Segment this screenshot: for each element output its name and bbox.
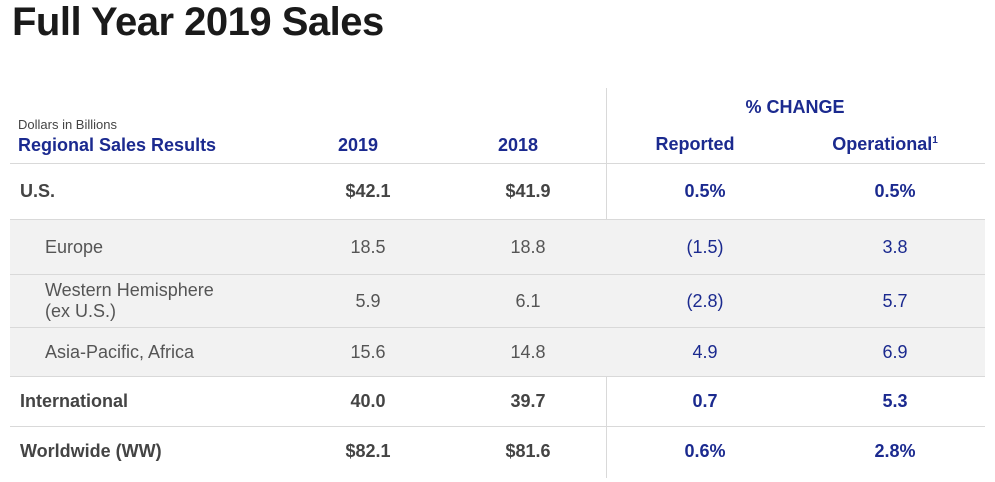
header-operational: Operational1: [832, 134, 938, 154]
table-row: Worldwide (WW) $82.1 $81.6 0.6% 2.8%: [10, 427, 985, 476]
row-divider: [10, 219, 985, 220]
cell-2019: $82.1: [345, 441, 391, 461]
cell-2019: 15.6: [350, 341, 386, 362]
row-label: Asia-Pacific, Africa: [45, 341, 195, 362]
table-row: Western Hemisphere (ex U.S.) 5.9 6.1 (2.…: [10, 275, 985, 327]
pct-change-header: % CHANGE: [745, 97, 845, 117]
row-divider: [10, 426, 985, 427]
row-divider: [10, 327, 985, 328]
cell-operational: 3.8: [882, 236, 908, 257]
footnote-marker: 1: [932, 135, 938, 146]
cell-reported: 0.6%: [684, 441, 726, 461]
header-reported: Reported: [655, 134, 735, 154]
table-row: U.S. $42.1 $41.9 0.5% 0.5%: [10, 164, 985, 219]
page-title: Full Year 2019 Sales: [12, 0, 384, 44]
row-label: U.S.: [20, 181, 56, 201]
cell-2019: $42.1: [345, 181, 391, 201]
cell-reported: 0.5%: [684, 181, 726, 201]
row-label: International: [20, 391, 129, 411]
row-divider: [10, 274, 985, 275]
header-regional-sales: Regional Sales Results: [18, 135, 217, 155]
cell-2018: $81.6: [505, 441, 551, 461]
row-divider: [10, 376, 985, 377]
table-row: International 40.0 39.7 0.7 5.3: [10, 377, 985, 426]
cell-operational: 5.3: [882, 391, 908, 411]
table-row: Asia-Pacific, Africa 15.6 14.8 4.9 6.9: [10, 328, 985, 376]
cell-reported: (1.5): [686, 236, 724, 257]
cell-2018: 6.1: [515, 290, 541, 311]
units-note: Dollars in Billions: [18, 117, 117, 132]
cell-2018: 18.8: [510, 236, 546, 257]
cell-2019: 18.5: [350, 236, 386, 257]
cell-reported: 0.7: [692, 391, 718, 411]
row-label: Worldwide (WW): [20, 441, 162, 461]
cell-operational: 6.9: [882, 341, 908, 362]
cell-2018: 14.8: [510, 341, 546, 362]
cell-reported: (2.8): [686, 290, 724, 311]
cell-operational: 5.7: [882, 290, 908, 311]
header-2018: 2018: [497, 135, 539, 155]
cell-2019: 5.9: [355, 290, 381, 311]
row-label: Western Hemisphere (ex U.S.): [45, 280, 214, 321]
row-label: Europe: [45, 236, 104, 257]
cell-operational: 0.5%: [874, 181, 916, 201]
cell-2019: 40.0: [350, 391, 386, 411]
cell-2018: $41.9: [505, 181, 551, 201]
cell-operational: 2.8%: [874, 441, 916, 461]
header-2019: 2019: [337, 135, 379, 155]
cell-2018: 39.7: [510, 391, 546, 411]
cell-reported: 4.9: [692, 341, 718, 362]
header-divider: [10, 163, 985, 164]
table-row: Europe 18.5 18.8 (1.5) 3.8: [10, 220, 985, 274]
